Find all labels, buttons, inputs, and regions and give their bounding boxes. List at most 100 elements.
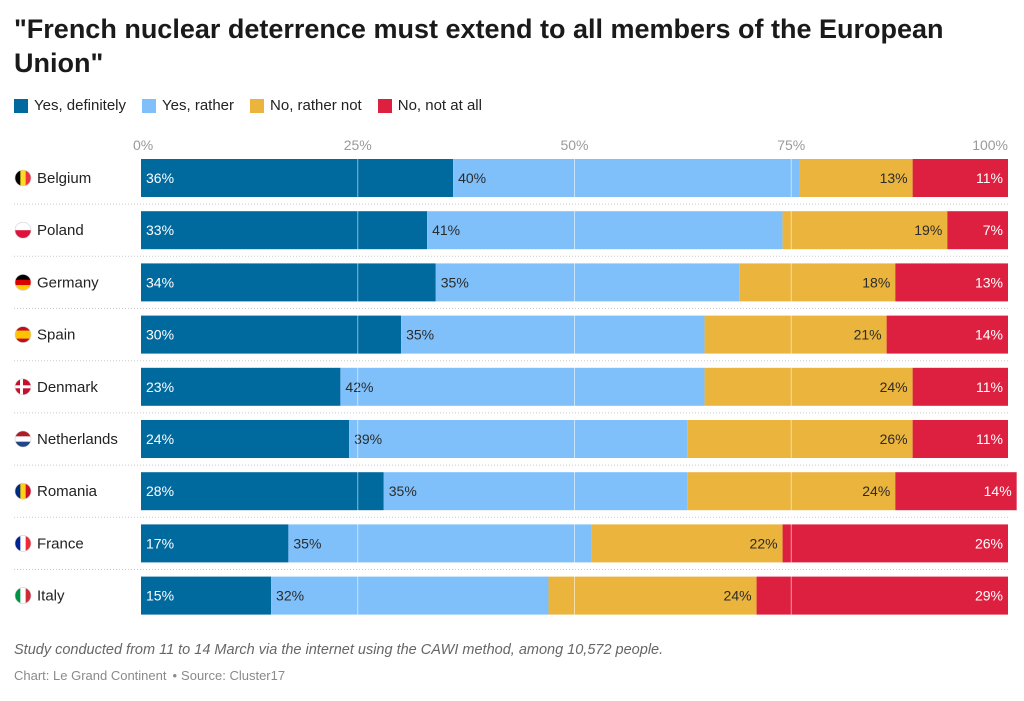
bar-segment-rather xyxy=(453,159,800,197)
data-label: 13% xyxy=(975,274,1003,290)
bar-segment-not-at-all xyxy=(895,472,1017,511)
bar-segment-definitely xyxy=(141,420,350,458)
legend-item-no-rather-not: No, rather not xyxy=(250,97,362,114)
legend-label-yes-rather: Yes, rather xyxy=(162,97,235,114)
bar-segment-rather xyxy=(427,211,783,250)
bar-segment-rather-not xyxy=(704,315,887,354)
x-tick-label: 0% xyxy=(133,137,153,153)
flag-outline xyxy=(14,430,32,448)
bar-segment-rather-not xyxy=(799,159,913,197)
legend-swatch-no-not-at-all xyxy=(377,98,392,113)
data-label: 19% xyxy=(914,222,942,238)
bar-segment-not-at-all xyxy=(912,420,1008,458)
legend-swatch-yes-rather xyxy=(142,98,157,113)
bar-segment-not-at-all xyxy=(912,159,1008,197)
bar-segment-not-at-all xyxy=(947,211,1008,250)
data-label: 21% xyxy=(854,327,882,343)
flag-france-icon xyxy=(15,535,31,552)
country-label: Denmark xyxy=(37,379,98,396)
data-label: 11% xyxy=(976,379,1003,395)
data-label: 36% xyxy=(146,170,174,186)
bar-segment-not-at-all xyxy=(895,263,1008,302)
data-label: 33% xyxy=(146,222,174,238)
country-label: Germany xyxy=(37,274,99,291)
legend-label-no-not-at-all: No, not at all xyxy=(397,97,482,114)
legend-label-no-rather-not: No, rather not xyxy=(270,97,362,114)
data-label: 18% xyxy=(862,274,890,290)
bar-segment-definitely xyxy=(141,576,272,615)
data-label: 23% xyxy=(146,379,174,395)
x-tick-label: 50% xyxy=(560,137,588,153)
bar-segment-rather xyxy=(349,420,688,458)
flag-germany-icon xyxy=(15,274,31,291)
flag-outline xyxy=(14,535,32,552)
bar-segment-rather xyxy=(271,576,549,615)
country-label: Romania xyxy=(37,483,98,500)
data-label: 11% xyxy=(976,170,1003,186)
data-label: 35% xyxy=(389,483,417,499)
data-label: 41% xyxy=(432,222,460,238)
data-label: 7% xyxy=(983,222,1003,238)
flag-outline xyxy=(14,587,32,604)
legend-swatch-no-rather-not xyxy=(250,98,265,113)
legend-item-no-not-at-all: No, not at all xyxy=(377,97,482,114)
country-label: Belgium xyxy=(37,170,91,187)
data-label: 24% xyxy=(724,588,752,604)
methodology-note: Study conducted from 11 to 14 March via … xyxy=(14,642,664,658)
bar-segment-rather-not xyxy=(591,524,783,563)
flag-outline xyxy=(14,326,32,343)
chart-title: "French nuclear deterrence must extend t… xyxy=(14,14,944,78)
legend-item-yes-rather: Yes, rather xyxy=(142,97,234,114)
flag-italy-icon xyxy=(15,587,31,604)
bar-segment-rather-not xyxy=(782,211,948,250)
data-label: 39% xyxy=(354,431,382,447)
data-label: 30% xyxy=(146,327,174,343)
data-label: 11% xyxy=(976,431,1003,447)
source-credit: Source: Cluster17 xyxy=(181,668,286,683)
flag-outline xyxy=(14,274,32,291)
x-tick-label: 100% xyxy=(972,137,1008,153)
data-label: 24% xyxy=(880,379,908,395)
bar-segment-rather xyxy=(383,472,688,511)
bar-segment-definitely xyxy=(141,263,436,302)
bar-segment-not-at-all xyxy=(886,315,1008,354)
data-label: 35% xyxy=(441,274,469,290)
flag-belgium-icon xyxy=(15,170,31,186)
bar-segment-definitely xyxy=(141,315,402,354)
bar-segment-rather-not xyxy=(704,367,913,406)
bar-segment-definitely xyxy=(141,159,454,197)
bar-segment-definitely xyxy=(141,367,341,406)
bar-segment-not-at-all xyxy=(782,524,1008,563)
data-label: 29% xyxy=(975,588,1003,604)
bar-segment-rather xyxy=(288,524,592,563)
data-label: 26% xyxy=(880,431,908,447)
flag-netherlands-icon xyxy=(15,431,31,447)
country-label: France xyxy=(37,535,84,552)
legend-swatch-yes-definitely xyxy=(14,98,28,113)
bar-segment-rather-not xyxy=(548,576,757,615)
data-label: 24% xyxy=(146,431,174,447)
x-tick-label: 25% xyxy=(344,137,372,153)
country-label: Netherlands xyxy=(37,431,118,448)
stacked-bar-chart: 0% 25% 50% 75% 100% Belgium 36% 40% 13% 11% Poland… xyxy=(14,137,1017,615)
country-label: Poland xyxy=(37,222,84,239)
chart-credit: Chart: Le Grand Continent xyxy=(14,668,167,683)
flag-denmark-icon xyxy=(15,378,31,395)
bar-segment-definitely xyxy=(141,524,289,563)
flag-outline xyxy=(14,482,32,500)
flag-spain-icon xyxy=(15,326,31,343)
legend-item-yes-definitely: Yes, definitely xyxy=(14,97,126,114)
data-label: 22% xyxy=(750,535,778,551)
credit-separator: • xyxy=(172,668,178,683)
legend: Yes, definitely Yes, rather No, rather n… xyxy=(14,97,498,114)
bar-segment-definitely xyxy=(141,211,428,250)
bar-segment-not-at-all xyxy=(912,367,1008,406)
x-tick-label: 75% xyxy=(777,137,805,153)
flag-romania-icon xyxy=(15,483,31,500)
data-label: 14% xyxy=(984,483,1012,499)
flag-outline xyxy=(14,169,32,187)
bar-segment-not-at-all xyxy=(756,576,1008,615)
bar-segment-rather xyxy=(435,263,740,302)
data-label: 15% xyxy=(146,588,174,604)
data-label: 17% xyxy=(146,535,174,551)
